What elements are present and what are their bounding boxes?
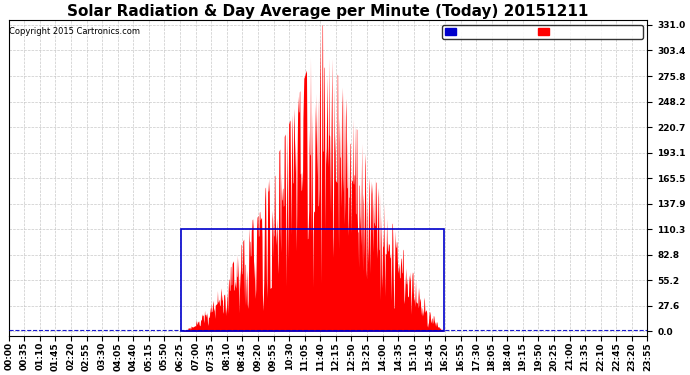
Bar (181, 229, 444, 331)
Text: Copyright 2015 Cartronics.com: Copyright 2015 Cartronics.com (9, 27, 140, 36)
Title: Solar Radiation & Day Average per Minute (Today) 20151211: Solar Radiation & Day Average per Minute… (68, 4, 589, 19)
Legend: Median (W/m2), Radiation (W/m2): Median (W/m2), Radiation (W/m2) (442, 25, 643, 39)
